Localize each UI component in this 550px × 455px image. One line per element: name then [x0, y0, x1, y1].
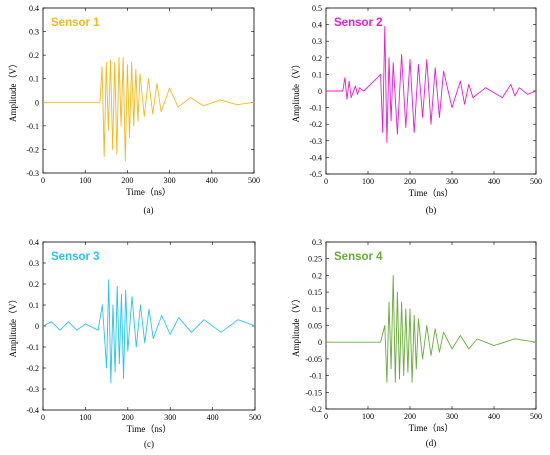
x-tick-label: 300 [446, 412, 458, 421]
chart-title-b: Sensor 2 [334, 17, 383, 29]
y-tick-label: -0.1 [309, 104, 322, 113]
y-tick-label: -0.1 [26, 122, 39, 131]
x-tick-label: 0 [41, 413, 45, 422]
x-tick-label: 500 [530, 412, 542, 421]
y-tick-label: 0.15 [308, 288, 322, 297]
y-tick-label: 0.3 [312, 37, 322, 46]
series-line-sensor-1 [43, 57, 255, 162]
x-tick-label: 400 [488, 412, 500, 421]
caption-d: (d) [426, 438, 437, 448]
y-tick-label: -0.4 [309, 153, 322, 162]
y-tick-label: -0.2 [309, 405, 322, 414]
x-tick-label: 500 [249, 413, 261, 422]
x-tick-label: 200 [122, 413, 134, 422]
plot-frame-c [42, 241, 256, 411]
y-tick-label: 0.05 [308, 322, 322, 331]
y-tick-label: 0.3 [312, 238, 322, 247]
tick-group-c: 0 100 200 300 400 500 -0.4 -0.3 -0.2 -0.1 0 0.1 0.2 0… [26, 238, 261, 422]
y-tick-label: -0.5 [309, 170, 322, 179]
y-tick-label: 0.4 [29, 4, 39, 13]
tick-group-d: 0 100 200 300 400 500 -0.2 -0.15 -0.1 -0.05 0 0.05 0… [305, 238, 542, 421]
y-tick-label: -0.3 [309, 137, 322, 146]
x-tick-label: 100 [362, 412, 374, 421]
y-tick-label: 0.3 [29, 28, 39, 37]
y-tick-label: 0.1 [312, 70, 322, 79]
x-tick-label: 100 [79, 176, 91, 185]
y-tick-label: 0.2 [312, 271, 322, 280]
y-tick-label: 0 [35, 98, 39, 107]
x-axis-label-c: Time（ns） [127, 424, 172, 434]
y-tick-label: 0.4 [29, 238, 39, 247]
y-tick-label: 0.2 [29, 51, 39, 60]
x-tick-label: 400 [207, 413, 219, 422]
panel-d: 0 100 200 300 400 500 -0.2 -0.15 -0.1 -0.05 0 0.05 0… [291, 238, 542, 448]
chart-title-c: Sensor 3 [51, 251, 100, 263]
x-tick-label: 500 [248, 176, 260, 185]
x-tick-label: 200 [121, 176, 133, 185]
panel-a: 0 100 200 300 400 500 -0.3 -0.2 -0.1 0 0.1 0.2 0.3 0.… [8, 4, 260, 215]
y-tick-label: -0.2 [26, 364, 39, 373]
x-axis-label-b: Time（ns） [409, 188, 454, 198]
x-tick-label: 500 [530, 177, 542, 186]
plot-frame-b [325, 7, 537, 175]
y-tick-label: -0.2 [26, 145, 39, 154]
caption-c: (c) [144, 439, 154, 449]
x-tick-label: 200 [404, 412, 416, 421]
y-tick-label: -0.15 [305, 388, 322, 397]
y-tick-label: 0.4 [312, 21, 322, 30]
y-tick-label: 0.25 [308, 255, 322, 264]
x-axis-label-d: Time（ns） [409, 423, 454, 433]
y-tick-label: -0.3 [26, 385, 39, 394]
y-tick-label: 0.1 [29, 75, 39, 84]
y-axis-label-d: Amplitude（V） [291, 294, 301, 357]
plot-frame-a [42, 7, 255, 174]
y-tick-label: 0.1 [312, 305, 322, 314]
series-line-sensor-4 [326, 274, 537, 383]
series-line-sensor-2 [326, 25, 537, 143]
panel-b: 0 100 200 300 400 500 -0.5 -0.4 -0.3 -0.2 -0.1 0 0.1… [291, 4, 542, 215]
y-axis-label-a: Amplitude（V） [8, 59, 18, 122]
y-axis-label-b: Amplitude（V） [291, 60, 301, 123]
x-tick-label: 300 [446, 177, 458, 186]
x-tick-label: 0 [41, 176, 45, 185]
x-tick-label: 0 [324, 412, 328, 421]
x-tick-label: 100 [362, 177, 374, 186]
y-tick-label: 0.2 [312, 54, 322, 63]
y-tick-label: -0.05 [305, 355, 322, 364]
caption-b: (b) [426, 205, 437, 215]
y-tick-label: -0.3 [26, 169, 39, 178]
y-tick-label: -0.2 [309, 120, 322, 129]
plot-frame-d [325, 241, 537, 410]
x-tick-label: 0 [324, 177, 328, 186]
x-tick-label: 100 [79, 413, 91, 422]
x-tick-label: 400 [488, 177, 500, 186]
tick-group-a: 0 100 200 300 400 500 -0.3 -0.2 -0.1 0 0.1 0.2 0.3 0.… [26, 4, 260, 185]
x-tick-label: 200 [404, 177, 416, 186]
y-tick-label: 0 [318, 338, 322, 347]
y-tick-label: 0.3 [29, 259, 39, 268]
y-tick-label: -0.4 [26, 406, 39, 415]
x-tick-label: 300 [164, 413, 176, 422]
x-tick-label: 400 [206, 176, 218, 185]
caption-a: (a) [144, 205, 154, 215]
tick-group-b: 0 100 200 300 400 500 -0.5 -0.4 -0.3 -0.2 -0.1 0 0.1… [309, 4, 542, 186]
y-tick-label: 0 [35, 322, 39, 331]
series-line-sensor-3 [42, 279, 256, 384]
y-tick-label: -0.1 [26, 343, 39, 352]
y-tick-label: -0.1 [309, 372, 322, 381]
x-axis-label-a: Time（ns） [126, 187, 171, 197]
chart-title-d: Sensor 4 [334, 251, 383, 263]
y-tick-label: 0.1 [29, 301, 39, 310]
chart-title-a: Sensor 1 [51, 17, 100, 29]
x-tick-label: 300 [164, 176, 176, 185]
y-tick-label: 0.5 [312, 4, 322, 13]
y-tick-label: 0 [318, 87, 322, 96]
y-tick-label: 0.2 [29, 280, 39, 289]
panel-c: 0 100 200 300 400 500 -0.4 -0.3 -0.2 -0.1 0 0.1 0.2 0… [8, 238, 261, 449]
y-axis-label-c: Amplitude（V） [8, 295, 18, 358]
